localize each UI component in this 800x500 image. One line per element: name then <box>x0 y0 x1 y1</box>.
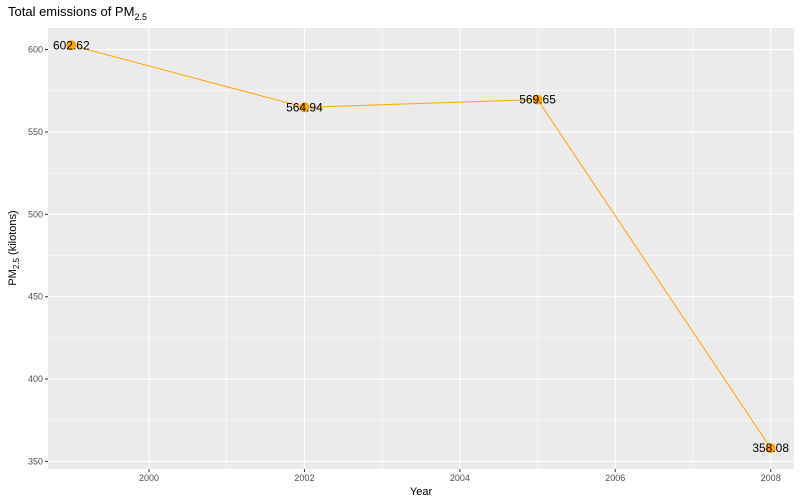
series-line <box>71 44 772 449</box>
x-tick-label: 2002 <box>294 473 314 483</box>
data-label: 602.62 <box>53 38 90 52</box>
x-tick-label: 2004 <box>450 473 470 483</box>
x-tick-label: 2006 <box>605 473 625 483</box>
tick-labels: 2000 2002 2004 2006 2008 350 400 450 500 550 600 <box>28 45 781 483</box>
plot-panel <box>48 28 794 469</box>
y-tick-label: 350 <box>28 456 43 466</box>
y-axis-title: PM2.5 (kilotons) <box>7 210 21 285</box>
data-point <box>299 102 310 113</box>
data-point <box>532 94 543 105</box>
chart-title: Total emissions of PM2.5 <box>8 4 147 22</box>
chart-title-subscript: 2.5 <box>134 12 147 22</box>
y-axis-title-main: PM <box>7 269 19 286</box>
y-tick-label: 550 <box>28 127 43 137</box>
y-tick-label: 400 <box>28 374 43 384</box>
x-tick-label: 2008 <box>761 473 781 483</box>
x-axis-title: Year <box>410 486 433 498</box>
chart-title-main: Total emissions of PM <box>8 4 134 19</box>
y-tick-label: 500 <box>28 209 43 219</box>
data-label: 564.94 <box>286 100 323 114</box>
series-layer: 602.62 564.94 569.65 358.08 <box>53 38 789 455</box>
y-tick-label: 450 <box>28 292 43 302</box>
y-axis-title-rest: (kilotons) <box>7 210 19 258</box>
y-axis-title-subscript: 2.5 <box>12 257 21 269</box>
data-point <box>765 443 776 454</box>
data-point <box>66 40 77 51</box>
y-tick-label: 600 <box>28 45 43 55</box>
grid-lines <box>48 28 794 469</box>
x-tick-label: 2000 <box>139 473 159 483</box>
data-label: 569.65 <box>519 93 556 107</box>
data-label: 358.08 <box>752 441 789 455</box>
